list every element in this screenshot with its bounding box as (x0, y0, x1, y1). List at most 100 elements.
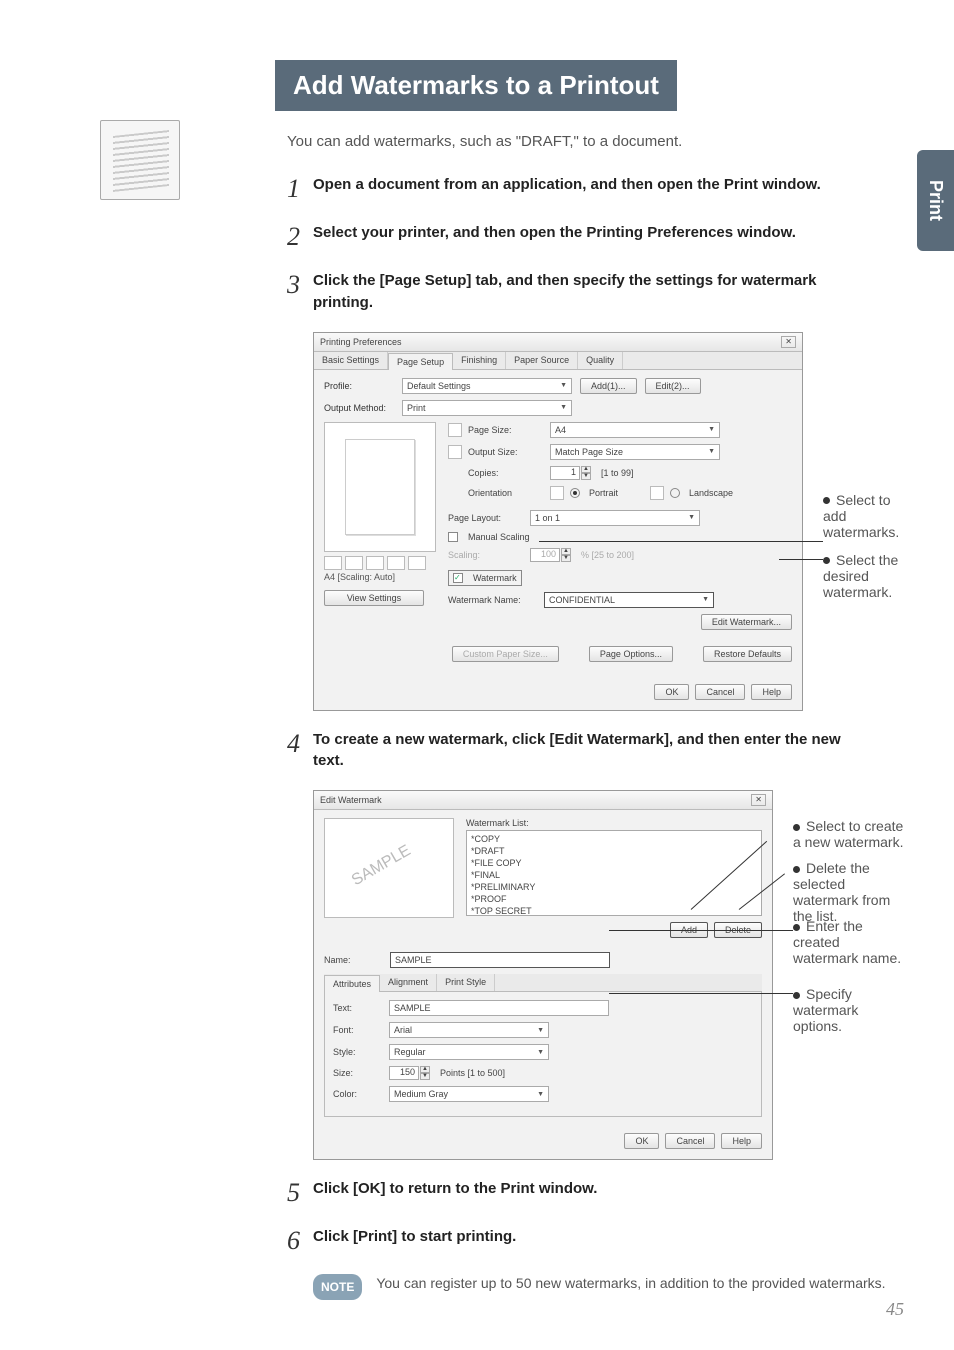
add-profile-button[interactable]: Add(1)... (580, 378, 637, 394)
page-layout-select[interactable]: 1 on 1 (530, 510, 700, 526)
page-layout-value: 1 on 1 (535, 513, 560, 523)
dlg2-title: Edit Watermark (320, 795, 382, 805)
list-item[interactable]: *COPY (469, 833, 759, 845)
tab-alignment[interactable]: Alignment (380, 974, 437, 991)
step-4: To create a new watermark, click [Edit W… (313, 729, 873, 773)
watermark-preview: SAMPLE (324, 818, 454, 918)
page-options-button[interactable]: Page Options... (589, 646, 673, 662)
list-item[interactable]: *DRAFT (469, 845, 759, 857)
custom-paper-button[interactable]: Custom Paper Size... (452, 646, 559, 662)
watermark-checkbox-label: Watermark (473, 573, 517, 583)
list-item[interactable]: *FILE COPY (469, 857, 759, 869)
restore-defaults-button[interactable]: Restore Defaults (703, 646, 792, 662)
size-spinner[interactable]: 150▲▼ (389, 1066, 430, 1080)
scaling-range: % [25 to 200] (581, 550, 634, 560)
name-label: Name: (324, 955, 384, 965)
manual-scaling-label: Manual Scaling (468, 532, 530, 542)
preview-box (324, 422, 436, 552)
section-icon (100, 120, 180, 200)
watermark-name-label: Watermark Name: (448, 595, 538, 605)
tab-quality[interactable]: Quality (578, 352, 623, 369)
cancel-button[interactable]: Cancel (665, 1133, 715, 1149)
callout-enter-name: Enter the created watermark name. (793, 918, 904, 966)
watermark-listbox[interactable]: *COPY *DRAFT *FILE COPY *FINAL *PRELIMIN… (466, 830, 762, 916)
output-size-select[interactable]: Match Page Size (550, 444, 720, 460)
ok-button[interactable]: OK (654, 684, 689, 700)
output-method-select[interactable]: Print (402, 400, 572, 416)
step-6: Click [Print] to start printing. (313, 1226, 873, 1248)
list-item[interactable]: *TOP SECRET (469, 905, 759, 916)
tab-print-style[interactable]: Print Style (437, 974, 495, 991)
portrait-radio[interactable] (570, 488, 580, 498)
close-icon[interactable]: ✕ (751, 794, 766, 806)
page-size-label: Page Size: (468, 425, 544, 435)
edit-profile-button[interactable]: Edit(2)... (645, 378, 701, 394)
side-tab-print: Print (917, 150, 954, 251)
edit-watermark-button[interactable]: Edit Watermark... (701, 614, 792, 630)
manual-scaling-checkbox[interactable] (448, 532, 458, 542)
color-value: Medium Gray (394, 1089, 448, 1099)
landscape-radio[interactable] (670, 488, 680, 498)
note-text: You can register up to 50 new watermarks… (376, 1274, 885, 1294)
portrait-label: Portrait (589, 488, 618, 498)
list-item[interactable]: *PROOF (469, 893, 759, 905)
size-value: 150 (389, 1066, 419, 1080)
font-label: Font: (333, 1025, 383, 1035)
view-settings-button[interactable]: View Settings (324, 590, 424, 606)
color-label: Color: (333, 1089, 383, 1099)
color-select[interactable]: Medium Gray (389, 1086, 549, 1102)
tab-page-setup[interactable]: Page Setup (388, 353, 453, 370)
output-size-label: Output Size: (468, 447, 544, 457)
name-input[interactable]: SAMPLE (390, 952, 610, 968)
style-select[interactable]: Regular (389, 1044, 549, 1060)
scaling-value: 100 (530, 548, 560, 562)
portrait-icon (550, 486, 564, 500)
step-num-5: 5 (287, 1178, 313, 1208)
step-num-6: 6 (287, 1226, 313, 1256)
close-icon[interactable]: ✕ (781, 336, 796, 348)
help-button[interactable]: Help (751, 684, 792, 700)
output-size-icon (448, 445, 462, 459)
page-number: 45 (886, 1299, 904, 1320)
watermark-checkbox[interactable] (453, 573, 463, 583)
scaling-spinner: 100▲▼ (530, 548, 571, 562)
help-button[interactable]: Help (721, 1133, 762, 1149)
tab-attributes[interactable]: Attributes (324, 975, 380, 992)
watermark-name-value: CONFIDENTIAL (549, 595, 615, 605)
callout-line-3c (609, 930, 793, 931)
step-5: Click [OK] to return to the Print window… (313, 1178, 873, 1200)
page-size-select[interactable]: A4 (550, 422, 720, 438)
tab-finishing[interactable]: Finishing (453, 352, 506, 369)
watermark-name-select[interactable]: CONFIDENTIAL (544, 592, 714, 608)
callout-delete: Delete the selected watermark from the l… (793, 860, 904, 924)
output-method-value: Print (407, 403, 426, 413)
landscape-label: Landscape (689, 488, 733, 498)
profile-value: Default Settings (407, 381, 471, 391)
callout-line-1 (539, 541, 823, 542)
list-item[interactable]: *FINAL (469, 869, 759, 881)
page-layout-label: Page Layout: (448, 513, 524, 523)
step-3: Click the [Page Setup] tab, and then spe… (313, 270, 873, 314)
output-method-label: Output Method: (324, 403, 394, 413)
size-label: Size: (333, 1068, 383, 1078)
copies-label: Copies: (468, 468, 544, 478)
ok-button[interactable]: OK (624, 1133, 659, 1149)
landscape-icon (650, 486, 664, 500)
tab-basic-settings[interactable]: Basic Settings (314, 352, 388, 369)
orientation-label: Orientation (468, 488, 544, 498)
copies-spinner[interactable]: 1▲▼ (550, 466, 591, 480)
page-title: Add Watermarks to a Printout (275, 60, 677, 111)
text-input[interactable]: SAMPLE (389, 1000, 609, 1016)
callout-create-new: Select to create a new watermark. (793, 818, 904, 850)
step-1: Open a document from an application, and… (313, 174, 873, 196)
text-label: Text: (333, 1003, 383, 1013)
cancel-button[interactable]: Cancel (695, 684, 745, 700)
preview-thumbnails (324, 556, 436, 570)
profile-select[interactable]: Default Settings (402, 378, 572, 394)
scaling-label: Scaling: (448, 550, 524, 560)
dlg2-tabs: Attributes Alignment Print Style (324, 974, 762, 992)
font-select[interactable]: Arial (389, 1022, 549, 1038)
size-range: Points [1 to 500] (440, 1068, 505, 1078)
watermark-preview-text: SAMPLE (349, 842, 414, 890)
tab-paper-source[interactable]: Paper Source (506, 352, 578, 369)
